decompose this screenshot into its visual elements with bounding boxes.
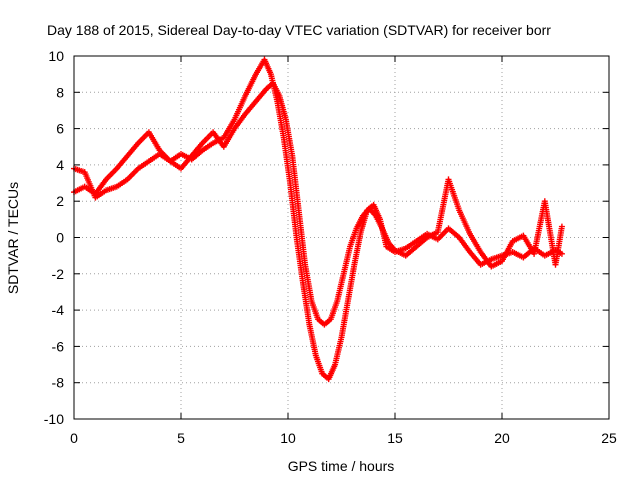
y-tick-label: 2 [56, 193, 64, 209]
y-tick-label: -8 [52, 375, 65, 391]
y-axis-label: SDTVAR / TECUs [5, 182, 21, 294]
x-tick-label: 20 [494, 430, 510, 446]
x-tick-label: 15 [387, 430, 403, 446]
data-points [71, 56, 565, 383]
x-tick-label: 25 [601, 430, 617, 446]
y-tick-label: -4 [52, 302, 65, 318]
grid [74, 56, 609, 419]
x-tick-label: 5 [177, 430, 185, 446]
x-tick-label: 0 [70, 430, 78, 446]
y-tick-label: 8 [56, 84, 64, 100]
data-point [558, 223, 565, 230]
x-axis-label: GPS time / hours [288, 458, 395, 474]
y-tick-labels: 10 8 6 4 2 0 -2 -4 -6 -8 -10 [44, 48, 64, 427]
y-tick-label: 4 [56, 157, 64, 173]
y-tick-label: -6 [52, 338, 65, 354]
chart-title: Day 188 of 2015, Sidereal Day-to-day VTE… [47, 22, 551, 38]
y-tick-label: 0 [56, 230, 64, 246]
x-tick-label: 10 [280, 430, 296, 446]
series-2 [71, 80, 565, 328]
y-tick-label: 6 [56, 121, 64, 137]
x-tick-labels: 0 5 10 15 20 25 [70, 430, 617, 446]
y-tick-label: -10 [44, 411, 64, 427]
y-tick-label: -2 [52, 266, 65, 282]
series-1 [71, 56, 565, 383]
axis-ticks [73, 55, 610, 420]
y-tick-label: 10 [48, 48, 64, 64]
